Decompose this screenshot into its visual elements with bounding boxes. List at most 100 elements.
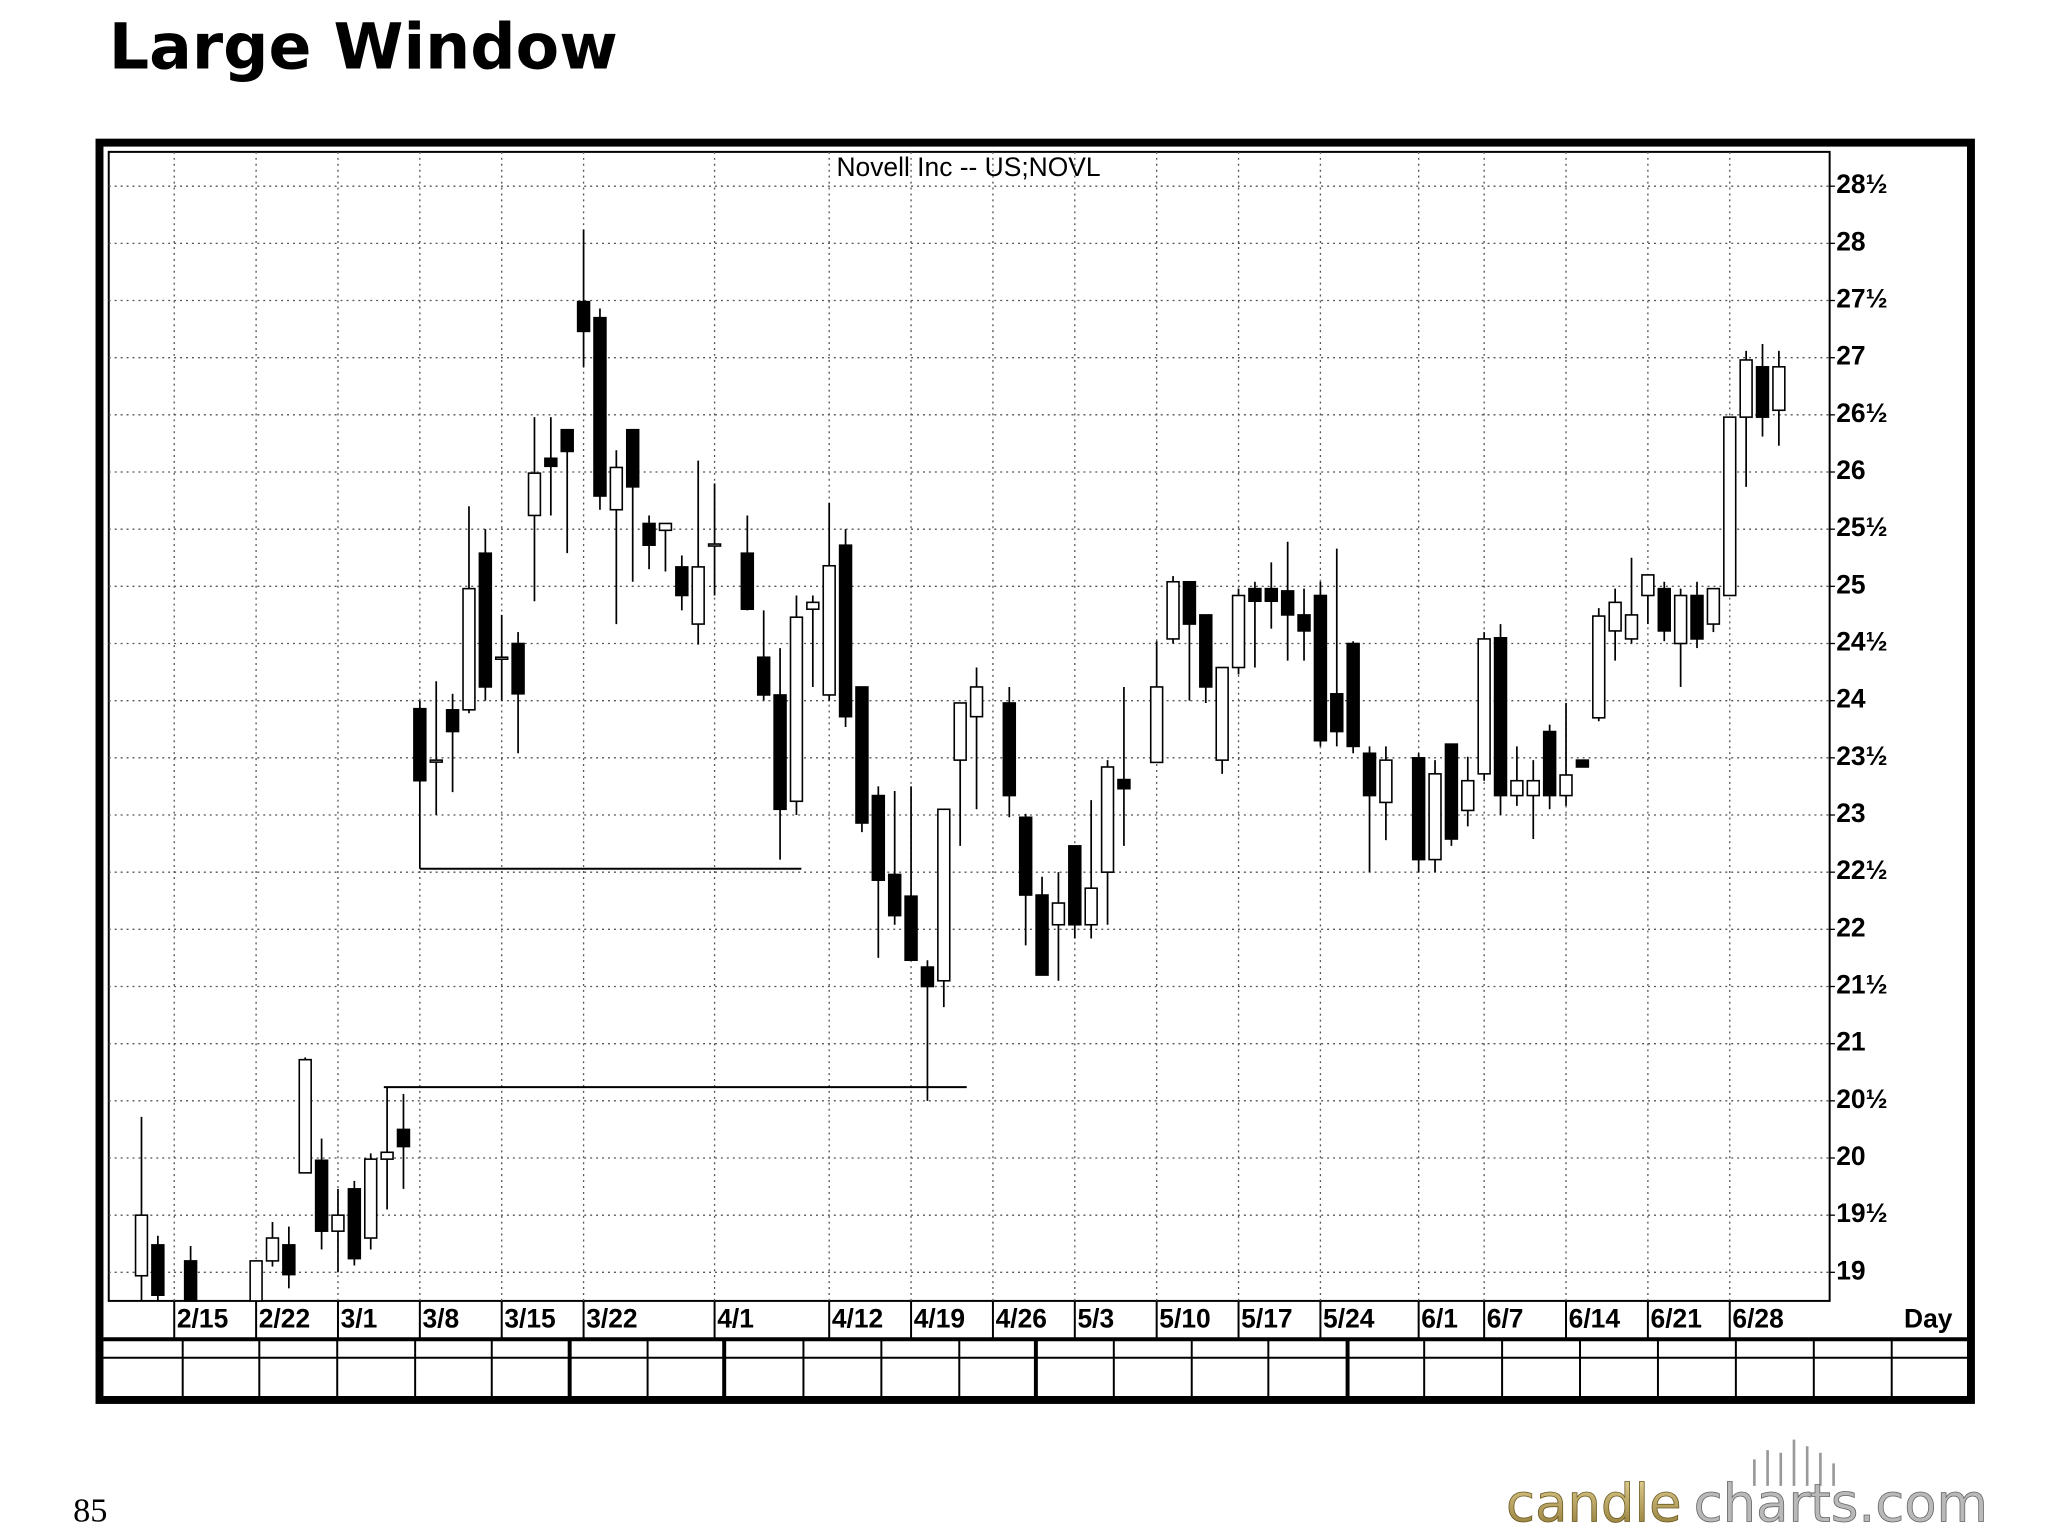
y-tick-label: 28½ xyxy=(1836,169,1887,199)
y-tick-label: 21½ xyxy=(1836,969,1887,999)
candle-body xyxy=(1542,730,1557,797)
candle-body xyxy=(1690,594,1704,640)
y-tick-label: 23½ xyxy=(1836,741,1887,771)
y-tick-label: 21 xyxy=(1836,1027,1865,1057)
candle-body xyxy=(1608,601,1622,632)
candle-body xyxy=(1231,594,1246,669)
candle-body xyxy=(625,428,640,488)
x-tick-label: 5/10 xyxy=(1159,1304,1210,1334)
logo-text-left: candle xyxy=(1506,1473,1682,1534)
y-tick-label: 26½ xyxy=(1836,398,1887,428)
candle-body xyxy=(1493,636,1508,797)
candle-body xyxy=(1362,752,1377,797)
candle-body xyxy=(1100,766,1115,873)
x-tick-label: 5/3 xyxy=(1077,1304,1114,1334)
candle-body xyxy=(920,966,935,988)
chart-frame xyxy=(95,138,1975,1404)
candle-body xyxy=(1739,359,1753,418)
y-tick-label: 25 xyxy=(1836,569,1865,599)
candle-body xyxy=(544,457,558,468)
candle-body xyxy=(1068,845,1082,926)
candle-body xyxy=(183,1260,198,1302)
y-tick-label: 27½ xyxy=(1836,283,1887,313)
candle-body xyxy=(347,1188,362,1260)
y-tick-label: 22 xyxy=(1836,912,1865,942)
candle-body xyxy=(855,686,869,824)
candle-body xyxy=(429,759,443,763)
x-tick-label: 4/26 xyxy=(996,1304,1047,1334)
candle-body xyxy=(314,1159,329,1232)
candle-body xyxy=(1248,587,1262,602)
candle-body xyxy=(609,466,624,511)
candle-body xyxy=(1526,779,1541,797)
candle-body xyxy=(1313,594,1328,742)
candle-body xyxy=(380,1151,394,1160)
candle-body xyxy=(1559,774,1573,797)
candle-body xyxy=(1444,743,1459,840)
x-tick-label: 3/15 xyxy=(504,1304,555,1334)
candle-body xyxy=(789,616,804,803)
x-tick-label: 4/1 xyxy=(717,1304,754,1334)
candle-body xyxy=(969,686,984,718)
candle-body xyxy=(1117,778,1131,790)
candle-body xyxy=(298,1058,312,1174)
candle-body xyxy=(1641,574,1655,597)
candle-body xyxy=(1428,773,1442,861)
candle-body xyxy=(740,552,755,611)
candle-body xyxy=(576,300,591,333)
y-tick-label: 26 xyxy=(1836,455,1865,485)
candle-body xyxy=(806,601,820,611)
x-tick-label: 6/14 xyxy=(1569,1304,1621,1334)
candle-body xyxy=(773,694,787,811)
candle-body xyxy=(1182,580,1197,625)
x-tick-label: 3/22 xyxy=(586,1304,637,1334)
candle-body xyxy=(642,522,656,546)
x-tick-label: 3/8 xyxy=(422,1304,459,1334)
candle-body xyxy=(953,702,967,761)
candle-body xyxy=(282,1244,296,1276)
x-tick-label: 4/12 xyxy=(832,1304,883,1334)
candle-body xyxy=(1002,702,1017,797)
y-tick-label: 22½ xyxy=(1836,855,1887,885)
candle-body xyxy=(1510,779,1524,797)
candle-body xyxy=(265,1237,280,1262)
candle-body xyxy=(1575,759,1590,768)
candle-body xyxy=(1477,638,1491,775)
candle-body xyxy=(1755,366,1770,418)
plot-layer xyxy=(108,151,1835,1338)
candle-body xyxy=(1624,614,1639,640)
candle-body xyxy=(478,552,493,688)
candle-body xyxy=(1706,587,1721,625)
x-tick-label: 4/19 xyxy=(914,1304,965,1334)
logo-text-right: charts.com xyxy=(1694,1473,1988,1534)
lower-panel xyxy=(103,1337,1967,1398)
candle-body xyxy=(658,522,673,532)
plot-frame xyxy=(107,150,1831,1302)
candle-body xyxy=(838,544,853,718)
y-tick-label: 19 xyxy=(1836,1255,1865,1285)
candle-body xyxy=(1346,642,1360,748)
candle-body xyxy=(1199,614,1213,688)
x-tick-label: 6/21 xyxy=(1651,1304,1702,1334)
candle-body xyxy=(1018,816,1033,896)
x-tick-label: 2/22 xyxy=(259,1304,310,1334)
candle-body xyxy=(1166,580,1180,640)
candle-body xyxy=(363,1158,378,1239)
candle-body xyxy=(904,895,918,961)
x-axis-label: Day xyxy=(1904,1304,1953,1334)
y-tick-label: 24½ xyxy=(1836,626,1887,656)
y-tick-label: 28 xyxy=(1836,226,1865,256)
candle-body xyxy=(1051,902,1066,926)
x-tick-label: 6/7 xyxy=(1487,1304,1524,1334)
candle-body xyxy=(151,1244,165,1296)
candle-body xyxy=(1723,416,1737,597)
chart-title: Novell Inc -- US;NOVL xyxy=(836,152,1100,182)
candle-body xyxy=(445,709,460,733)
candle-body xyxy=(560,428,574,453)
candle-body xyxy=(396,1128,411,1148)
y-tick-label: 24 xyxy=(1836,684,1866,714)
candle-body xyxy=(511,642,525,695)
candle-body xyxy=(871,794,886,881)
logo: candle charts.com xyxy=(1506,1439,1988,1535)
